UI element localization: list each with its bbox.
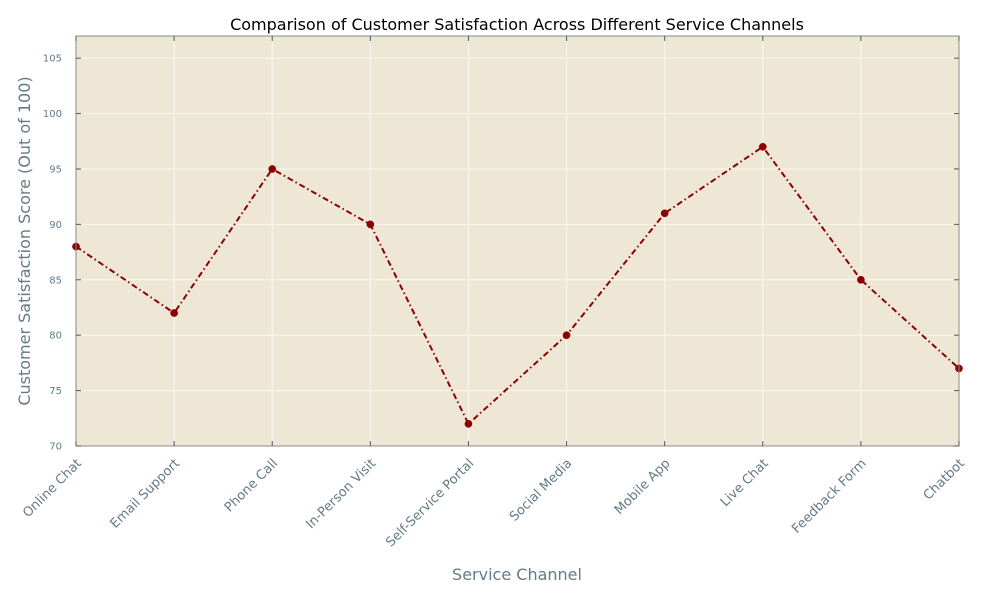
data-point [268, 165, 277, 173]
plot-frame [75, 35, 960, 447]
x-tick-label: Mobile App [612, 456, 674, 518]
x-tick-label: Feedback Form [789, 456, 869, 536]
x-tick-label: Online Chat [20, 456, 85, 521]
data-point [562, 331, 571, 340]
y-axis-label: Customer Satisfaction Score (Out of 100) [15, 76, 34, 405]
x-tick-label: Email Support [108, 456, 183, 531]
data-point [758, 142, 767, 151]
y-tick-label: 100 [43, 109, 62, 120]
x-axis-label: Service Channel [452, 565, 582, 584]
x-tick-label: Live Chat [718, 456, 772, 510]
series-line [75, 145, 960, 425]
data-point [660, 209, 669, 218]
series-group [72, 142, 963, 428]
data-point [857, 275, 865, 284]
x-tick-label: Social Media [507, 456, 575, 524]
y-tick-label: 90 [49, 220, 62, 231]
y-tick-label: 70 [49, 442, 62, 453]
chart-title: Comparison of Customer Satisfaction Acro… [230, 15, 804, 34]
y-tick-label: 85 [49, 275, 62, 286]
x-tick-label: Self-Service Portal [383, 456, 477, 550]
data-point [464, 419, 473, 428]
data-point [366, 220, 375, 229]
y-tick-label: 80 [49, 331, 62, 342]
y-tick-label: 95 [49, 164, 62, 175]
y-tick-label: 75 [49, 386, 62, 397]
x-tick-label: Chatbot [921, 456, 968, 503]
plot-area-background [76, 36, 959, 446]
y-tick-label: 105 [43, 54, 62, 65]
x-tick-label: In-Person Visit [303, 456, 379, 532]
data-point [170, 309, 178, 317]
x-tick-label: Phone Call [222, 456, 281, 515]
